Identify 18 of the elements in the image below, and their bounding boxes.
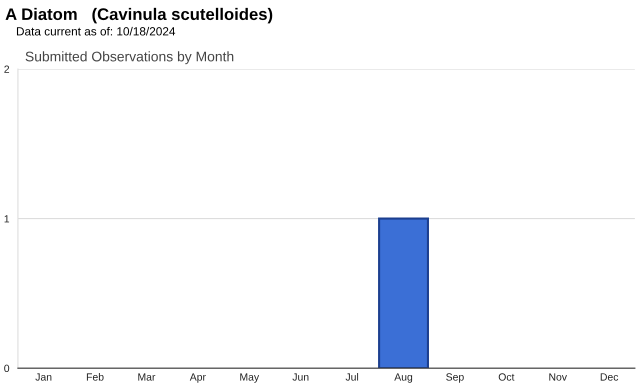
chart-subtitle: Data current as of: 10/18/2024	[16, 26, 176, 36]
text: Submitted Observations by Month	[26, 51, 234, 64]
x-tick-label: Apr	[190, 373, 206, 383]
y-tick-label: 1	[4, 215, 10, 222]
y-tick-label: 2	[4, 66, 10, 73]
x-tick-label: Jun	[292, 373, 308, 381]
x-tick-label: Nov	[549, 373, 567, 381]
chart-title: A Diatom (Cavinula scutelloides)	[6, 8, 272, 24]
x-tick-label: Jan	[35, 373, 52, 381]
x-tick-label: Mar	[138, 373, 156, 381]
x-tick-label: Dec	[600, 373, 618, 381]
x-tick-label: Jul	[346, 373, 358, 381]
x-tick-label: Oct	[498, 373, 514, 381]
x-tick-label: May	[240, 373, 260, 383]
x-tick-label: Sep	[446, 373, 464, 383]
y-tick-label: 0	[4, 364, 10, 372]
x-tick-label: Aug	[394, 373, 412, 383]
x-tick-label: Feb	[86, 373, 104, 381]
